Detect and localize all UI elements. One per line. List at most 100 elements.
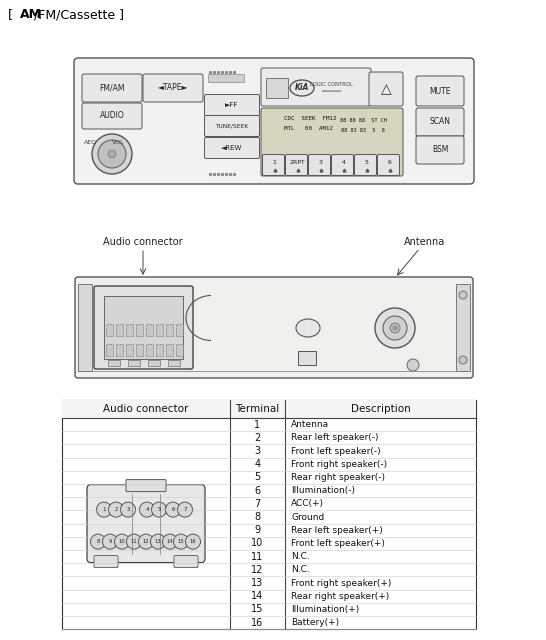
Text: N.C.: N.C. — [291, 565, 310, 574]
Text: 6: 6 — [171, 507, 175, 512]
FancyBboxPatch shape — [331, 154, 353, 175]
Bar — [106, 324, 113, 336]
Circle shape — [91, 534, 105, 549]
Bar — [156, 324, 163, 336]
Text: 88 88 88  ST CH: 88 88 88 ST CH — [340, 118, 387, 122]
FancyBboxPatch shape — [94, 556, 118, 568]
Text: BSM: BSM — [432, 145, 448, 154]
Bar — [208, 74, 244, 82]
Text: MTL   00  AM12: MTL 00 AM12 — [284, 125, 333, 131]
Bar — [166, 344, 173, 356]
FancyBboxPatch shape — [75, 277, 473, 378]
FancyBboxPatch shape — [416, 76, 464, 106]
Text: KiA: KiA — [295, 83, 309, 93]
FancyBboxPatch shape — [369, 72, 403, 106]
FancyBboxPatch shape — [261, 108, 403, 176]
Text: FM/AM: FM/AM — [99, 83, 124, 93]
Text: SCAN: SCAN — [430, 118, 450, 127]
Bar — [62, 400, 476, 418]
FancyBboxPatch shape — [354, 154, 377, 175]
Text: 4: 4 — [145, 507, 149, 512]
Text: Audio connector: Audio connector — [103, 404, 189, 414]
Bar — [136, 324, 143, 336]
Text: 8: 8 — [96, 539, 100, 544]
FancyBboxPatch shape — [94, 286, 193, 369]
FancyBboxPatch shape — [174, 556, 198, 568]
Circle shape — [375, 308, 415, 348]
Text: N.C.: N.C. — [291, 552, 310, 561]
Circle shape — [459, 356, 467, 364]
Text: [: [ — [8, 8, 17, 21]
Bar — [106, 344, 113, 356]
Text: Rear left speaker(+): Rear left speaker(+) — [291, 525, 383, 534]
Text: 7: 7 — [183, 507, 187, 512]
FancyBboxPatch shape — [308, 154, 330, 175]
Text: ◄REW: ◄REW — [221, 145, 242, 151]
FancyBboxPatch shape — [416, 136, 464, 164]
Text: 8: 8 — [254, 512, 260, 522]
Text: Rear right speaker(+): Rear right speaker(+) — [291, 592, 389, 601]
FancyBboxPatch shape — [263, 154, 284, 175]
Bar — [146, 324, 153, 336]
Circle shape — [186, 534, 200, 549]
FancyBboxPatch shape — [143, 74, 203, 102]
Text: 6: 6 — [388, 161, 391, 166]
FancyBboxPatch shape — [205, 115, 259, 136]
Text: ◄TAPE►: ◄TAPE► — [158, 83, 188, 93]
Bar — [176, 324, 183, 336]
Text: 3: 3 — [126, 507, 130, 512]
Circle shape — [407, 359, 419, 371]
Text: 4: 4 — [341, 161, 346, 166]
Text: 5: 5 — [365, 161, 369, 166]
Text: TUNE/SEEK: TUNE/SEEK — [216, 124, 248, 129]
Text: 2: 2 — [114, 507, 118, 512]
Text: 3: 3 — [318, 161, 323, 166]
Bar — [146, 344, 153, 356]
Text: 2RPT: 2RPT — [289, 161, 305, 166]
Bar — [126, 344, 133, 356]
Bar — [176, 344, 183, 356]
Text: 10: 10 — [251, 538, 264, 548]
Text: 1: 1 — [102, 507, 106, 512]
Text: Front right speaker(+): Front right speaker(+) — [291, 579, 391, 588]
Text: CDC  SEEK  FM12: CDC SEEK FM12 — [284, 115, 336, 120]
Text: 5: 5 — [254, 472, 260, 483]
Text: Antenna: Antenna — [291, 420, 329, 429]
Circle shape — [459, 291, 467, 299]
Bar — [78, 284, 92, 371]
Text: Front right speaker(-): Front right speaker(-) — [291, 460, 387, 468]
Text: MUTE: MUTE — [429, 86, 451, 95]
Bar — [156, 344, 163, 356]
Text: 14: 14 — [167, 539, 174, 544]
Text: Front left speaker(+): Front left speaker(+) — [291, 539, 385, 548]
FancyBboxPatch shape — [74, 58, 474, 184]
Bar — [116, 324, 123, 336]
Text: 88 83 83  5  8: 88 83 83 5 8 — [341, 127, 385, 132]
Circle shape — [393, 326, 397, 330]
Text: 9: 9 — [108, 539, 112, 544]
Text: 3: 3 — [254, 446, 260, 456]
Text: VOL: VOL — [112, 140, 124, 145]
Bar — [148, 360, 160, 366]
Text: Front left speaker(-): Front left speaker(-) — [291, 447, 381, 456]
Text: Illumination(-): Illumination(-) — [291, 486, 355, 495]
Text: LOGIC CONTROL: LOGIC CONTROL — [310, 83, 352, 88]
FancyBboxPatch shape — [126, 479, 166, 492]
Circle shape — [127, 534, 141, 549]
FancyBboxPatch shape — [377, 154, 400, 175]
FancyBboxPatch shape — [205, 138, 259, 159]
Text: 12: 12 — [251, 564, 264, 575]
FancyBboxPatch shape — [82, 74, 142, 102]
Bar — [128, 360, 140, 366]
Text: Antenna: Antenna — [405, 237, 446, 247]
Circle shape — [177, 502, 193, 517]
Circle shape — [383, 316, 407, 340]
Text: Illumination(+): Illumination(+) — [291, 605, 359, 614]
Text: 11: 11 — [130, 539, 138, 544]
Ellipse shape — [290, 80, 314, 96]
Circle shape — [165, 502, 181, 517]
Text: 10: 10 — [118, 539, 126, 544]
Bar — [62, 400, 476, 629]
Bar — [266, 78, 288, 98]
Bar — [116, 344, 123, 356]
